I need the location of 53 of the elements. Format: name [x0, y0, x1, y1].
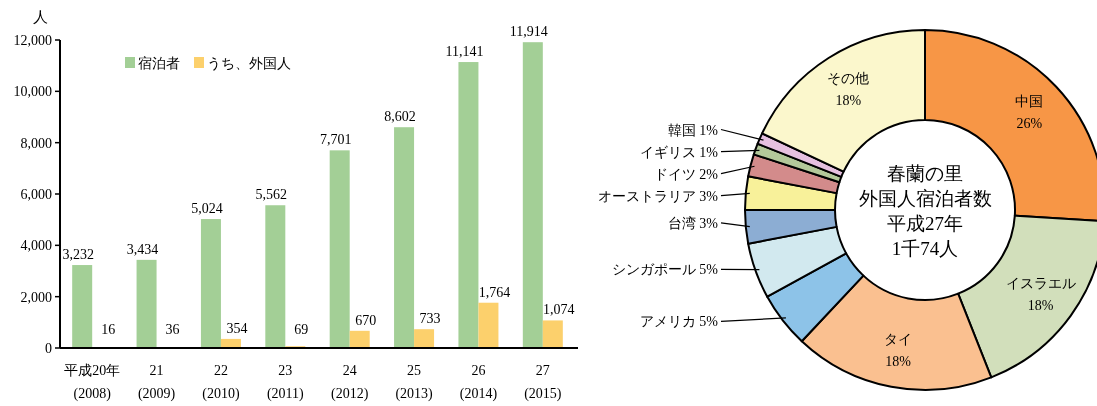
data-label: 16	[101, 322, 116, 337]
x-tick-label: 22 (2010)	[202, 363, 240, 402]
data-label: 36	[165, 322, 180, 337]
data-label: 18%	[835, 93, 862, 109]
y-tick-label: 12,000	[13, 33, 52, 48]
slice-label: イスラエル	[1005, 276, 1076, 292]
data-label: 354	[226, 320, 248, 336]
data-label: 11,914	[509, 24, 548, 40]
slice-label: イギリス 1%	[639, 144, 719, 160]
data-label: 18%	[885, 354, 912, 370]
data-label: 18%	[1027, 298, 1054, 314]
text: 平成27年	[887, 212, 963, 234]
x-tick-label: 23 (2011)	[266, 363, 305, 402]
data-label: 3,232	[62, 247, 94, 263]
slice-label: アメリカ 5%	[639, 314, 719, 330]
slice-label: タイ	[884, 332, 913, 348]
slice-label: ドイツ 2%	[653, 166, 719, 182]
data-label: 5,562	[255, 187, 288, 203]
y-tick-label: 10,000	[13, 84, 52, 100]
slice-label: 中国	[1015, 94, 1044, 110]
slice-label: 台湾 3%	[667, 215, 719, 231]
y-tick-label: 8,000	[20, 135, 52, 151]
data-label: 5,024	[191, 201, 223, 217]
y-tick-label: 4,000	[20, 238, 52, 254]
y-tick-label: 2,000	[20, 289, 52, 305]
slice-label: オーストラリア 3%	[597, 188, 719, 204]
text: 春蘭の里	[887, 162, 963, 184]
x-tick-label: 26 (2014)	[459, 363, 498, 402]
data-label: 670	[355, 312, 377, 328]
legend-label: 宿泊者	[138, 56, 180, 71]
data-label: 1,074	[543, 302, 575, 318]
data-label: 1,764	[478, 284, 511, 300]
x-tick-label: 平成20年 (2008)	[64, 363, 121, 402]
data-label: 11,141	[445, 44, 484, 60]
text: 1千74人	[891, 237, 959, 259]
data-label: 3,434	[126, 241, 159, 257]
y-tick-label: 6,000	[20, 187, 52, 202]
data-label: 8,602	[384, 109, 416, 125]
x-tick-label: 25 (2013)	[395, 363, 434, 402]
x-tick-label: 21 (2009)	[137, 363, 176, 402]
x-tick-label: 27 (2015)	[524, 363, 562, 402]
text: 外国人宿泊者数	[858, 187, 992, 209]
slice-label: その他	[827, 71, 870, 87]
legend-label: うち、外国人	[207, 56, 291, 71]
slice-label: 韓国 1%	[667, 122, 719, 138]
data-label: 69	[294, 322, 309, 337]
y-tick-label: 0	[45, 341, 52, 356]
data-label: 7,701	[319, 132, 352, 148]
data-label: 26%	[1016, 116, 1043, 132]
x-tick-label: 24 (2012)	[331, 363, 369, 402]
slice-label: シンガポール 5%	[611, 262, 719, 278]
y-axis-title: 人	[32, 9, 48, 25]
data-label: 733	[419, 311, 441, 327]
